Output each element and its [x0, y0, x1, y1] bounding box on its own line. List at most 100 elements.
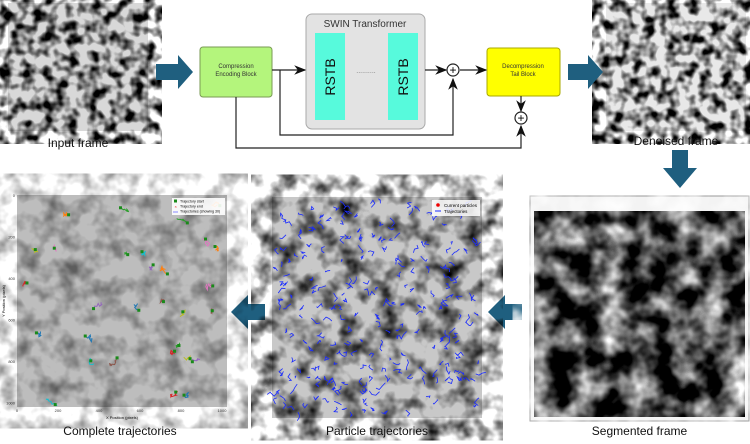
rstb-block-2 — [388, 33, 418, 120]
trajectory-line — [308, 345, 314, 352]
x-axis-label: X Position (pixels) — [106, 415, 139, 420]
trajectory-line — [109, 357, 118, 367]
trajectory-line — [317, 285, 327, 292]
trajectory-start-marker — [161, 300, 165, 304]
plus-icon: + — [449, 63, 456, 77]
trajectory-line — [313, 395, 319, 401]
trajectory-line — [344, 234, 349, 239]
trajectory-line — [447, 378, 453, 385]
trajectory-line — [360, 255, 364, 260]
trajectory-start-marker — [203, 237, 207, 241]
trajectory-line — [345, 282, 352, 290]
trajectory-line — [322, 316, 333, 322]
trajectory-start-marker — [211, 284, 215, 288]
trajectory-line — [286, 405, 295, 411]
plus-icon: + — [517, 111, 524, 125]
trajectory-line — [473, 404, 477, 408]
legend-trajectories: Trajectories — [444, 209, 468, 214]
y-axis-label: Y Position (pixels) — [1, 284, 6, 317]
trajectory-line — [457, 371, 465, 375]
trajectory-line — [445, 247, 451, 254]
trajectory-line — [296, 411, 301, 421]
trajectory-line — [364, 288, 370, 296]
trajectory-line — [381, 238, 386, 243]
trajectory-line — [279, 371, 284, 377]
trajectory-line — [298, 232, 303, 239]
trajectory-line — [333, 292, 338, 302]
trajectory-line — [333, 206, 340, 212]
trajectory-line — [440, 299, 448, 307]
trajectory-line — [321, 246, 325, 254]
trajectory-line — [299, 228, 302, 234]
rstb-label-1: RSTB — [322, 58, 338, 95]
trajectory-line — [432, 344, 436, 350]
trajectory-line — [420, 255, 428, 262]
trajectory-line — [306, 376, 311, 379]
trajectory-line — [343, 351, 348, 357]
trajectory-line — [454, 351, 464, 356]
trajectory-line — [62, 211, 69, 218]
y-tick-label: 400 — [8, 276, 15, 281]
trajectory-start-marker — [165, 272, 169, 276]
trajectory-line — [316, 340, 322, 345]
trajectory-line — [410, 267, 415, 274]
trajectory-line — [410, 258, 416, 262]
trajectory-line — [279, 234, 287, 239]
trajectory-line — [474, 241, 481, 246]
trajectory-line — [465, 321, 474, 327]
trajectory-line — [452, 277, 457, 284]
trajectory-line — [359, 389, 367, 395]
trajectory-line — [282, 281, 288, 287]
trajectory-line — [308, 226, 316, 231]
trajectory-line — [280, 212, 284, 217]
y-tick-label: 1000 — [6, 401, 16, 406]
trajectory-start-marker — [83, 334, 87, 338]
x-tick-label: 600 — [137, 408, 144, 413]
trajectory-line — [354, 312, 359, 317]
trajectory-line — [399, 331, 407, 340]
trajectory-start-marker — [185, 221, 189, 225]
trajectory-line — [294, 375, 297, 379]
trajectory-line — [444, 330, 450, 338]
trajectory-line — [279, 395, 286, 402]
trajectory-line — [310, 205, 315, 211]
trajectory-line — [406, 201, 412, 209]
trajectory-line — [438, 304, 443, 310]
trajectory-line — [287, 373, 293, 382]
trajectory-line — [191, 358, 201, 362]
trajectory-line — [310, 317, 321, 325]
trajectory-line — [405, 359, 409, 371]
trajectory-line — [326, 377, 334, 386]
trajectory-line — [282, 402, 287, 410]
trajectory-line — [465, 314, 470, 323]
trajectory-line — [342, 297, 348, 303]
trajectory-line — [414, 205, 420, 212]
trajectory-line — [361, 409, 367, 413]
trajectory-line — [444, 376, 451, 382]
input-frame-image — [8, 3, 148, 131]
trajectory-line — [396, 271, 402, 278]
trajectory-line — [388, 237, 393, 241]
trajectory-line — [315, 375, 321, 380]
trajectory-line — [308, 228, 314, 232]
trajectory-start-marker — [115, 356, 119, 360]
trajectory-line — [421, 375, 426, 385]
trajectory-line — [463, 248, 468, 254]
trajectory-line — [455, 295, 463, 300]
trajectory-line — [302, 339, 308, 344]
trajectory-line — [298, 314, 303, 319]
trajectory-start-marker — [89, 359, 93, 363]
trajectory-line — [319, 214, 324, 219]
complete-trajectories-plot: × Trajectory start Trajectory end Trajec… — [1, 193, 227, 420]
trajectory-line — [277, 298, 281, 304]
legend-box — [172, 198, 225, 215]
trajectory-line — [299, 305, 305, 311]
trajectory-line — [445, 335, 451, 346]
y-tick-label: 200 — [8, 235, 15, 240]
trajectory-line — [439, 264, 447, 270]
trajectory-line — [445, 283, 451, 290]
trajectory-line — [370, 407, 375, 412]
trajectory-line — [455, 353, 461, 359]
trajectory-line — [341, 292, 345, 296]
